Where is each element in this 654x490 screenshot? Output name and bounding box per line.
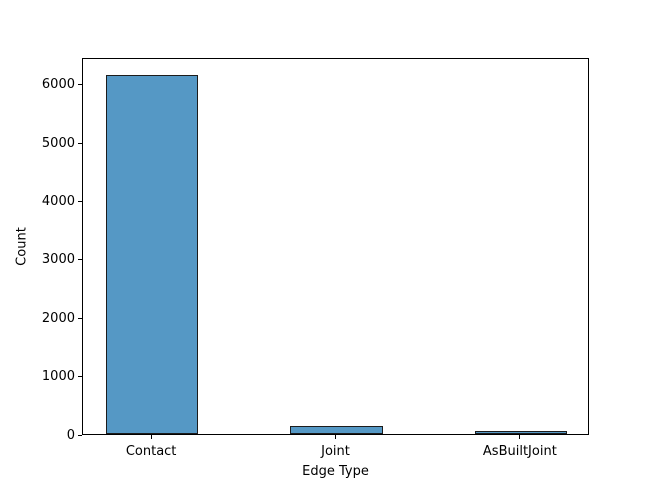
y-tick-mark bbox=[78, 142, 82, 144]
bar-joint bbox=[290, 425, 383, 434]
x-tick-mark bbox=[335, 435, 336, 439]
x-tick-label: AsBuiltJoint bbox=[482, 444, 557, 459]
y-tick-label: 5000 bbox=[41, 135, 75, 151]
y-tick-label: 3000 bbox=[41, 252, 75, 268]
x-axis-label: Edge Type bbox=[302, 464, 369, 479]
y-tick-mark bbox=[78, 376, 82, 378]
y-tick-mark bbox=[78, 434, 82, 436]
y-tick-label: 6000 bbox=[41, 77, 75, 93]
x-tick-mark bbox=[150, 435, 152, 439]
y-axis-label: Count bbox=[14, 226, 30, 266]
plot-area bbox=[82, 58, 589, 435]
y-tick-mark bbox=[78, 259, 82, 261]
y-tick-label: 2000 bbox=[41, 310, 75, 326]
y-tick-mark bbox=[78, 84, 82, 86]
y-tick-label: 1000 bbox=[41, 369, 75, 385]
x-tick-label: Joint bbox=[321, 444, 350, 459]
y-tick-label: 4000 bbox=[41, 194, 75, 210]
y-tick-label: 0 bbox=[66, 427, 75, 443]
bar-contact bbox=[106, 75, 199, 434]
x-tick-label: Contact bbox=[125, 444, 177, 459]
bar-asbuiltjoint bbox=[474, 430, 567, 434]
y-tick-mark bbox=[78, 317, 82, 319]
x-tick-mark bbox=[519, 435, 521, 439]
y-tick-mark bbox=[78, 201, 82, 203]
